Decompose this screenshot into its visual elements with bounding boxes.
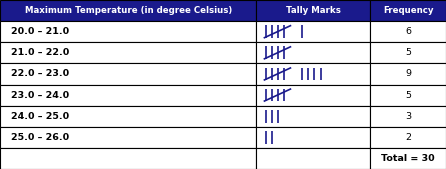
Bar xyxy=(0,0,256,21)
Bar xyxy=(0,106,256,127)
Bar xyxy=(370,127,446,148)
Text: 21.0 – 22.0: 21.0 – 22.0 xyxy=(11,48,70,57)
Bar xyxy=(256,148,370,169)
Bar xyxy=(256,84,370,106)
Text: Maximum Temperature (in degree Celsius): Maximum Temperature (in degree Celsius) xyxy=(25,6,232,15)
Bar xyxy=(0,127,256,148)
Bar xyxy=(256,42,370,63)
Bar xyxy=(256,0,370,21)
Text: Tally Marks: Tally Marks xyxy=(286,6,341,15)
Bar xyxy=(370,84,446,106)
Text: 5: 5 xyxy=(405,48,411,57)
Bar xyxy=(370,63,446,84)
Bar xyxy=(0,84,256,106)
Bar xyxy=(370,0,446,21)
Text: 24.0 – 25.0: 24.0 – 25.0 xyxy=(11,112,69,121)
Text: 2: 2 xyxy=(405,133,411,142)
Bar xyxy=(0,42,256,63)
Text: Total = 30: Total = 30 xyxy=(381,154,435,163)
Text: 22.0 – 23.0: 22.0 – 23.0 xyxy=(11,69,69,78)
Bar xyxy=(256,63,370,84)
Bar xyxy=(370,148,446,169)
Bar xyxy=(0,21,256,42)
Text: 23.0 – 24.0: 23.0 – 24.0 xyxy=(11,91,69,100)
Text: Frequency: Frequency xyxy=(383,6,434,15)
Text: 25.0 – 26.0: 25.0 – 26.0 xyxy=(11,133,69,142)
Text: 6: 6 xyxy=(405,27,411,36)
Bar xyxy=(256,127,370,148)
Bar xyxy=(370,21,446,42)
Text: 9: 9 xyxy=(405,69,411,78)
Bar xyxy=(256,106,370,127)
Bar xyxy=(370,106,446,127)
Text: 3: 3 xyxy=(405,112,411,121)
Bar xyxy=(0,63,256,84)
Text: 20.0 – 21.0: 20.0 – 21.0 xyxy=(11,27,69,36)
Text: 5: 5 xyxy=(405,91,411,100)
Bar xyxy=(0,148,256,169)
Bar xyxy=(370,42,446,63)
Bar xyxy=(256,21,370,42)
